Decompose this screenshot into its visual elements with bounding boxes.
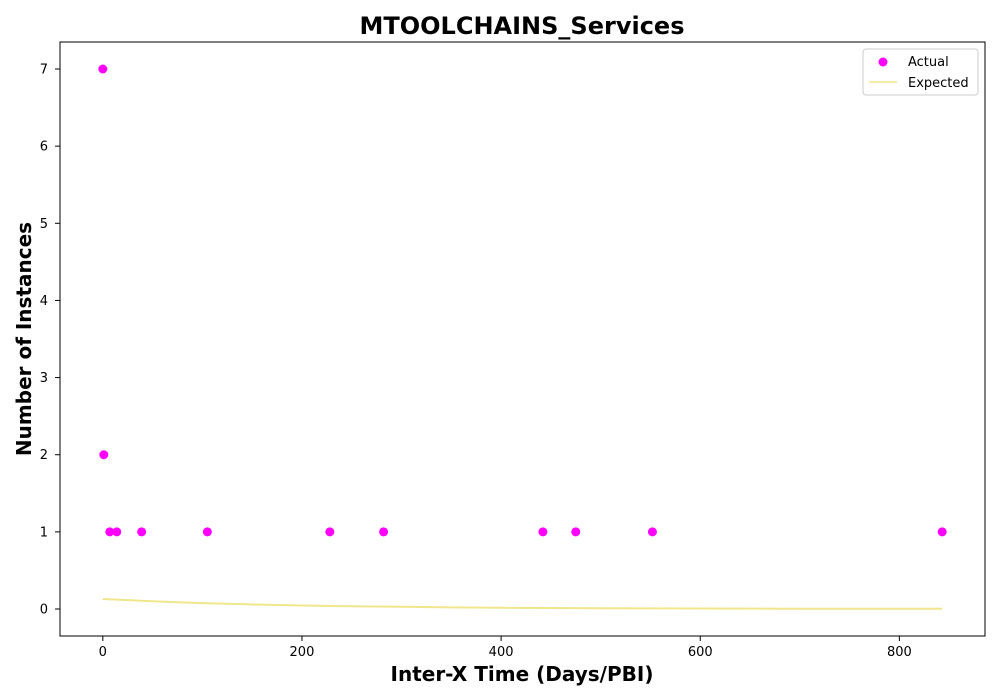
y-axis-label: Number of Instances bbox=[12, 222, 36, 456]
y-tick-label: 4 bbox=[40, 294, 48, 309]
expected-series bbox=[102, 598, 943, 610]
x-tick-label: 600 bbox=[688, 645, 713, 660]
y-tick-label: 6 bbox=[40, 140, 48, 155]
actual-series bbox=[98, 64, 947, 537]
plot-area bbox=[59, 41, 986, 637]
actual-point bbox=[325, 527, 335, 537]
actual-point bbox=[647, 527, 657, 537]
y-tick-label: 1 bbox=[40, 525, 48, 540]
x-axis-label: Inter-X Time (Days/PBI) bbox=[391, 662, 654, 686]
y-tick-label: 5 bbox=[40, 217, 48, 232]
x-tick-label: 0 bbox=[99, 645, 107, 660]
actual-point bbox=[937, 527, 947, 537]
x-tick-label: 400 bbox=[489, 645, 514, 660]
x-tick-label: 200 bbox=[290, 645, 315, 660]
actual-point bbox=[105, 527, 115, 537]
x-axis: 0 200 400 600 800 bbox=[99, 636, 912, 660]
actual-point bbox=[98, 64, 108, 74]
legend-box bbox=[862, 48, 979, 96]
y-axis: 0 1 2 3 4 5 6 7 bbox=[40, 63, 60, 618]
actual-point bbox=[571, 527, 581, 537]
legend-expected-label: Expected bbox=[908, 76, 969, 91]
legend-actual-marker bbox=[878, 57, 888, 67]
x-tick-label: 800 bbox=[887, 645, 912, 660]
y-tick-label: 7 bbox=[40, 63, 48, 78]
y-tick-label: 3 bbox=[40, 371, 48, 386]
actual-point bbox=[202, 527, 212, 537]
actual-point bbox=[112, 527, 122, 537]
actual-point bbox=[137, 527, 147, 537]
y-tick-label: 0 bbox=[40, 603, 48, 618]
y-tick-label: 2 bbox=[40, 448, 48, 463]
actual-point bbox=[538, 527, 548, 537]
expected-line bbox=[102, 598, 943, 610]
chart-title: MTOOLCHAINS_Services bbox=[360, 12, 685, 40]
actual-point bbox=[379, 527, 389, 537]
legend: Actual Expected bbox=[862, 48, 979, 96]
actual-point bbox=[99, 450, 109, 460]
legend-actual-label: Actual bbox=[908, 55, 949, 70]
